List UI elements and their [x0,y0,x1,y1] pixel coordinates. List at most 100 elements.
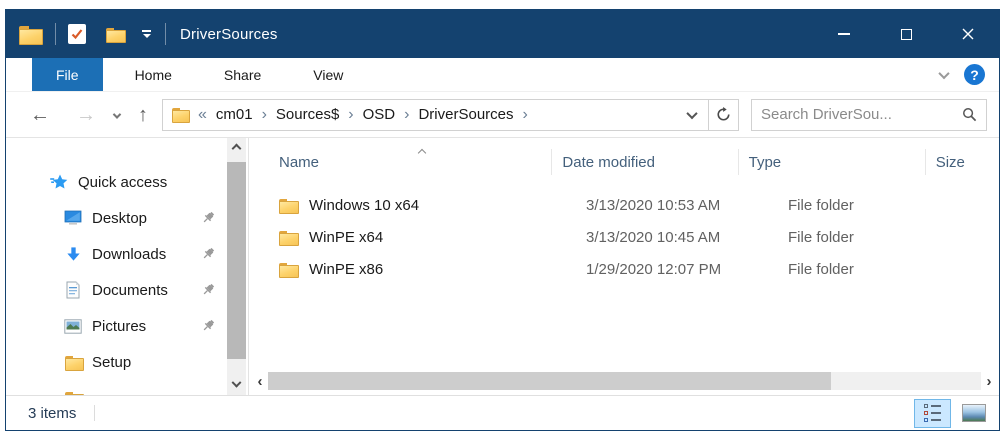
breadcrumb-sources[interactable]: Sources$ [275,106,340,123]
chevron-down-icon [231,377,242,388]
chevron-right-icon[interactable]: › [404,105,410,123]
file-name: Windows 10 x64 [309,196,420,214]
scroll-left-button[interactable]: ‹ [257,372,263,390]
scroll-right-button[interactable]: › [986,372,992,390]
scrollbar-track[interactable] [268,372,981,390]
window-title: DriverSources [180,25,278,43]
tab-view[interactable]: View [313,66,344,83]
sidebar-item-quick-access[interactable]: Quick access [6,164,248,200]
forward-button[interactable]: → [76,103,96,126]
breadcrumb-driversources[interactable]: DriverSources [418,106,514,123]
maximize-button[interactable] [875,10,937,58]
title-bar: DriverSources [6,10,999,58]
breadcrumb-osd[interactable]: OSD [362,106,396,123]
table-row[interactable]: WinPE x64 3/13/2020 10:45 AM File folder [249,221,999,253]
refresh-button[interactable] [708,99,738,130]
properties-button[interactable] [68,24,86,44]
file-date: 3/13/2020 10:53 AM [586,196,721,214]
column-header-date-modified[interactable]: Date modified [551,149,737,175]
tab-file[interactable]: File [32,58,103,91]
folder-icon [279,198,299,214]
picture-icon [64,317,82,335]
tab-home[interactable]: Home [134,66,172,83]
column-header-name[interactable]: Name [279,153,320,171]
close-button[interactable] [937,10,999,58]
sidebar-item-documents[interactable]: Documents [6,272,248,308]
sidebar-item-downloads[interactable]: Downloads [6,236,248,272]
column-headers: Name Date modified Type Size [249,143,999,181]
chevron-right-icon[interactable]: › [261,105,267,123]
sidebar-item-pictures[interactable]: Pictures [6,308,248,344]
column-header-type[interactable]: Type [737,149,925,175]
folder-icon [64,389,84,395]
separator [165,23,166,45]
folder-icon [279,230,299,246]
table-row[interactable]: Windows 10 x64 3/13/2020 10:53 AM File f… [249,189,999,221]
caption-buttons [813,10,999,58]
new-folder-button[interactable] [106,27,126,43]
sidebar-item-setup[interactable]: Setup [6,344,248,380]
thumbnail-view-icon [961,404,986,422]
download-arrow-icon [64,245,82,263]
ribbon-tab-bar: File Home Share View ? [6,58,999,92]
help-button[interactable]: ? [964,64,985,85]
sidebar-item-label: Downloads [92,245,167,263]
minimize-button[interactable] [813,10,875,58]
app-folder-icon [19,25,43,45]
item-count: 3 items [28,404,77,422]
scroll-up-button[interactable] [227,138,246,158]
search-box[interactable] [751,98,987,131]
status-bar: 3 items [6,395,999,430]
scrollbar-thumb[interactable] [268,372,832,390]
file-list-area: Name Date modified Type Size Windows 10 … [248,138,999,395]
file-name: WinPE x64 [309,228,384,246]
folder-icon [64,353,84,371]
maximize-icon [900,28,912,40]
checkmark-icon [71,29,83,40]
pin-icon [201,210,216,229]
breadcrumb-overflow-chevron[interactable]: « [198,105,207,123]
navigation-pane: Quick access Desktop [6,138,248,395]
sidebar-item-label: Quick access [78,173,168,191]
scrollbar-thumb[interactable] [227,162,246,359]
separator [55,23,56,45]
search-icon[interactable] [962,107,977,122]
horizontal-scrollbar[interactable]: ‹ › [252,370,997,392]
up-button[interactable]: ↑ [138,103,148,126]
column-header-size[interactable]: Size [924,149,999,175]
address-box[interactable]: « cm01 › Sources$ › OSD › DriverSources … [162,98,739,131]
sidebar-scrollbar[interactable] [227,138,246,395]
bar-glyph [142,30,151,32]
customize-qat-button[interactable] [142,30,151,38]
pin-icon [201,246,216,265]
pin-icon [201,318,216,337]
pin-icon [201,282,216,301]
chevron-down-icon [686,107,698,119]
file-rows: Windows 10 x64 3/13/2020 10:53 AM File f… [249,189,999,285]
chevron-up-icon [231,143,242,153]
expand-ribbon-button[interactable] [938,66,950,84]
tab-share[interactable]: Share [223,66,262,83]
file-type: File folder [788,228,854,246]
search-input[interactable] [761,106,962,123]
sidebar-item-label: Pictures [92,317,147,335]
chevron-right-icon[interactable]: › [348,105,354,123]
sidebar-item-desktop[interactable]: Desktop [6,200,248,236]
scroll-down-button[interactable] [227,375,246,395]
back-button[interactable]: ← [30,103,50,126]
recent-locations-button[interactable] [112,106,122,124]
breadcrumb-cm01[interactable]: cm01 [215,106,253,123]
divider [94,405,96,421]
sidebar-item-partial[interactable] [6,380,248,395]
star-icon [50,173,68,191]
chevron-down-icon [142,34,151,38]
thumbnail-view-button[interactable] [955,399,992,428]
explorer-window: DriverSources File Home Share View ? [5,9,1000,431]
details-view-button[interactable] [914,398,951,428]
view-toggle-buttons [914,398,992,428]
address-bar-row: ← → ↑ « cm01 › Sources$ › OSD › DriverSo… [6,92,999,138]
folder-icon [279,262,299,278]
table-row[interactable]: WinPE x86 1/29/2020 12:07 PM File folder [249,253,999,285]
chevron-right-icon[interactable]: › [522,105,528,123]
address-dropdown-button[interactable] [686,106,698,124]
